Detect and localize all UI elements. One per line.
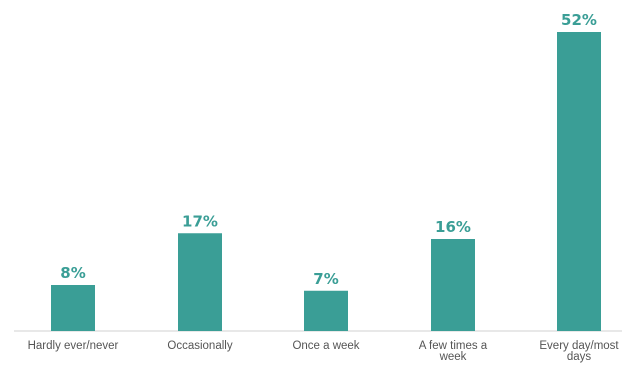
bar-value-label-3: 7%	[313, 270, 338, 288]
bar-value-label-2: 17%	[182, 212, 218, 230]
category-label-1: Hardly ever/never	[28, 340, 119, 352]
bar-1	[51, 285, 95, 331]
category-label-4: A few times a week	[419, 340, 488, 363]
bar-value-label-5: 52%	[561, 11, 597, 29]
bars-group	[51, 32, 601, 331]
bar-4	[431, 239, 475, 331]
category-labels-group: Hardly ever/never Occasionally Once a week…	[28, 340, 620, 363]
category-label-5: Every day/most days	[539, 340, 619, 363]
value-labels-group: 8% 17% 7% 16% 52%	[60, 11, 597, 288]
category-label-3: Once a week	[292, 340, 359, 352]
bar-5	[557, 32, 601, 331]
bar-value-label-1: 8%	[60, 264, 85, 282]
category-label-2: Occasionally	[167, 340, 232, 352]
bar-3	[304, 290, 348, 331]
bar-value-label-4: 16%	[435, 218, 471, 236]
bar-2	[178, 233, 222, 331]
